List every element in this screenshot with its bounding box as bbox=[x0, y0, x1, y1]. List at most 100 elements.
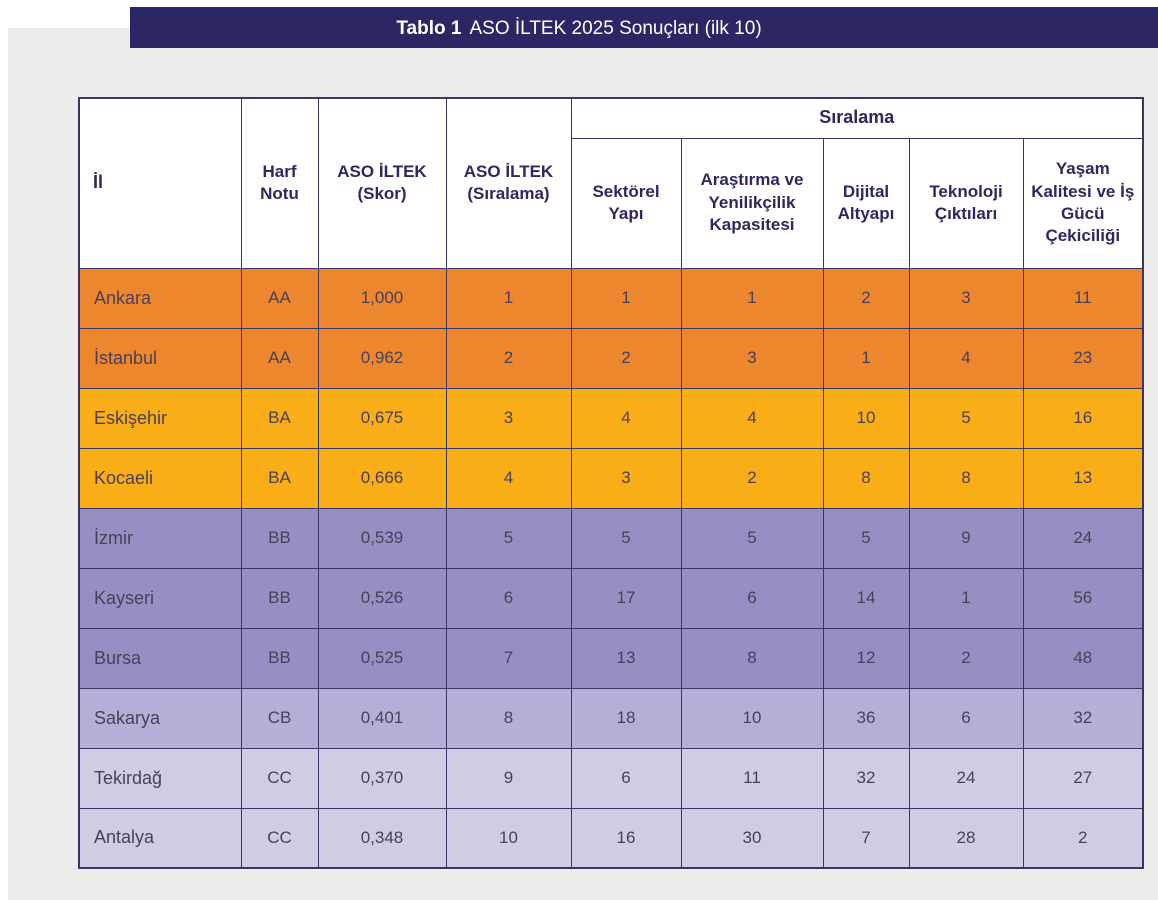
sub-header-teknoloji-ciktilari: Teknoloji Çıktıları bbox=[908, 137, 1024, 269]
sub-header-arastirma-yenilikcilik: Araştırma ve Yenilikçilik Kapasitesi bbox=[680, 137, 824, 269]
value-cell: 4 bbox=[445, 447, 572, 509]
value-cell: 24 bbox=[1022, 507, 1144, 569]
value-cell: 9 bbox=[445, 747, 572, 809]
value-cell: 6 bbox=[445, 567, 572, 629]
value-cell: 0,525 bbox=[317, 627, 447, 689]
value-cell: 1 bbox=[680, 267, 824, 329]
sub-header-dijital-altyapi: Dijital Altyapı bbox=[822, 137, 910, 269]
province-cell: Kocaeli bbox=[78, 447, 242, 509]
value-cell: 8 bbox=[445, 687, 572, 749]
value-cell: 23 bbox=[1022, 327, 1144, 389]
province-cell: İzmir bbox=[78, 507, 242, 569]
value-cell: CC bbox=[240, 747, 319, 809]
province-cell: Kayseri bbox=[78, 567, 242, 629]
value-cell: 5 bbox=[570, 507, 682, 569]
table-row: Kocaeli BA 0,666 4 3 2 8 8 13 bbox=[78, 447, 1144, 509]
value-cell: 6 bbox=[570, 747, 682, 809]
value-cell: 1 bbox=[908, 567, 1024, 629]
value-cell: 1,000 bbox=[317, 267, 447, 329]
table-row: İzmir BB 0,539 5 5 5 5 9 24 bbox=[78, 507, 1144, 569]
value-cell: BA bbox=[240, 447, 319, 509]
value-cell: BA bbox=[240, 387, 319, 449]
table-row: Sakarya CB 0,401 8 18 10 36 6 32 bbox=[78, 687, 1144, 749]
table-title: Tablo 1 ASO İLTEK 2025 Sonuçları (ilk 10) bbox=[0, 18, 1158, 39]
value-cell: BB bbox=[240, 567, 319, 629]
value-cell: 3 bbox=[908, 267, 1024, 329]
value-cell: 1 bbox=[570, 267, 682, 329]
province-cell: Tekirdağ bbox=[78, 747, 242, 809]
value-cell: 5 bbox=[445, 507, 572, 569]
value-cell: 3 bbox=[680, 327, 824, 389]
value-cell: 48 bbox=[1022, 627, 1144, 689]
value-cell: 7 bbox=[445, 627, 572, 689]
value-cell: 27 bbox=[1022, 747, 1144, 809]
province-cell: Eskişehir bbox=[78, 387, 242, 449]
province-cell: Sakarya bbox=[78, 687, 242, 749]
value-cell: 14 bbox=[822, 567, 910, 629]
table-row: İstanbul AA 0,962 2 2 3 1 4 23 bbox=[78, 327, 1144, 389]
results-table: İl Harf Notu ASO İLTEK (Skor) ASO İLTEK … bbox=[78, 97, 1145, 869]
value-cell: AA bbox=[240, 327, 319, 389]
value-cell: BB bbox=[240, 627, 319, 689]
value-cell: 36 bbox=[822, 687, 910, 749]
value-cell: 0,666 bbox=[317, 447, 447, 509]
value-cell: 2 bbox=[445, 327, 572, 389]
value-cell: 0,401 bbox=[317, 687, 447, 749]
value-cell: 0,370 bbox=[317, 747, 447, 809]
value-cell: 0,348 bbox=[317, 807, 447, 869]
value-cell: 6 bbox=[908, 687, 1024, 749]
value-cell: 11 bbox=[1022, 267, 1144, 329]
province-cell: Ankara bbox=[78, 267, 242, 329]
value-cell: 9 bbox=[908, 507, 1024, 569]
col-header-harf-notu: Harf Notu bbox=[240, 97, 319, 269]
value-cell: 2 bbox=[680, 447, 824, 509]
value-cell: 1 bbox=[822, 327, 910, 389]
value-cell: AA bbox=[240, 267, 319, 329]
value-cell: 56 bbox=[1022, 567, 1144, 629]
value-cell: 5 bbox=[822, 507, 910, 569]
value-cell: 12 bbox=[822, 627, 910, 689]
value-cell: 2 bbox=[908, 627, 1024, 689]
value-cell: 4 bbox=[680, 387, 824, 449]
value-cell: 5 bbox=[908, 387, 1024, 449]
value-cell: 8 bbox=[680, 627, 824, 689]
value-cell: 13 bbox=[1022, 447, 1144, 509]
value-cell: 5 bbox=[680, 507, 824, 569]
value-cell: 0,962 bbox=[317, 327, 447, 389]
table-title-caption: ASO İLTEK 2025 Sonuçları (ilk 10) bbox=[469, 18, 762, 39]
value-cell: 2 bbox=[570, 327, 682, 389]
value-cell: 6 bbox=[680, 567, 824, 629]
value-cell: 2 bbox=[822, 267, 910, 329]
col-header-skor: ASO İLTEK (Skor) bbox=[317, 97, 447, 269]
value-cell: 8 bbox=[822, 447, 910, 509]
value-cell: 3 bbox=[570, 447, 682, 509]
value-cell: 16 bbox=[570, 807, 682, 869]
group-header-siralama: Sıralama bbox=[570, 97, 1144, 139]
value-cell: BB bbox=[240, 507, 319, 569]
table-row: Ankara AA 1,000 1 1 1 2 3 11 bbox=[78, 267, 1144, 329]
sub-header-sektorel-yapi: Sektörel Yapı bbox=[570, 137, 682, 269]
value-cell: 24 bbox=[908, 747, 1024, 809]
table-row: Eskişehir BA 0,675 3 4 4 10 5 16 bbox=[78, 387, 1144, 449]
value-cell: 18 bbox=[570, 687, 682, 749]
value-cell: 0,526 bbox=[317, 567, 447, 629]
province-cell: Bursa bbox=[78, 627, 242, 689]
province-cell: Antalya bbox=[78, 807, 242, 869]
col-header-il: İl bbox=[78, 97, 242, 269]
table-row: Tekirdağ CC 0,370 9 6 11 32 24 27 bbox=[78, 747, 1144, 809]
value-cell: 10 bbox=[822, 387, 910, 449]
value-cell: 11 bbox=[680, 747, 824, 809]
col-header-siralama: ASO İLTEK (Sıralama) bbox=[445, 97, 572, 269]
value-cell: 16 bbox=[1022, 387, 1144, 449]
value-cell: 7 bbox=[822, 807, 910, 869]
value-cell: 4 bbox=[570, 387, 682, 449]
value-cell: 28 bbox=[908, 807, 1024, 869]
value-cell: 32 bbox=[822, 747, 910, 809]
results-table-body: Ankara AA 1,000 1 1 1 2 3 11 İstanbul AA 0,962 2 2 3 1 4… bbox=[78, 267, 1144, 869]
value-cell: CB bbox=[240, 687, 319, 749]
value-cell: 13 bbox=[570, 627, 682, 689]
sub-header-yasam-kalitesi: Yaşam Kalitesi ve İş Gücü Çekiciliği bbox=[1022, 137, 1144, 269]
province-cell: İstanbul bbox=[78, 327, 242, 389]
value-cell: 0,675 bbox=[317, 387, 447, 449]
header-row-sub: Sektörel Yapı Araştırma ve Yenilikçilik … bbox=[79, 137, 1144, 269]
